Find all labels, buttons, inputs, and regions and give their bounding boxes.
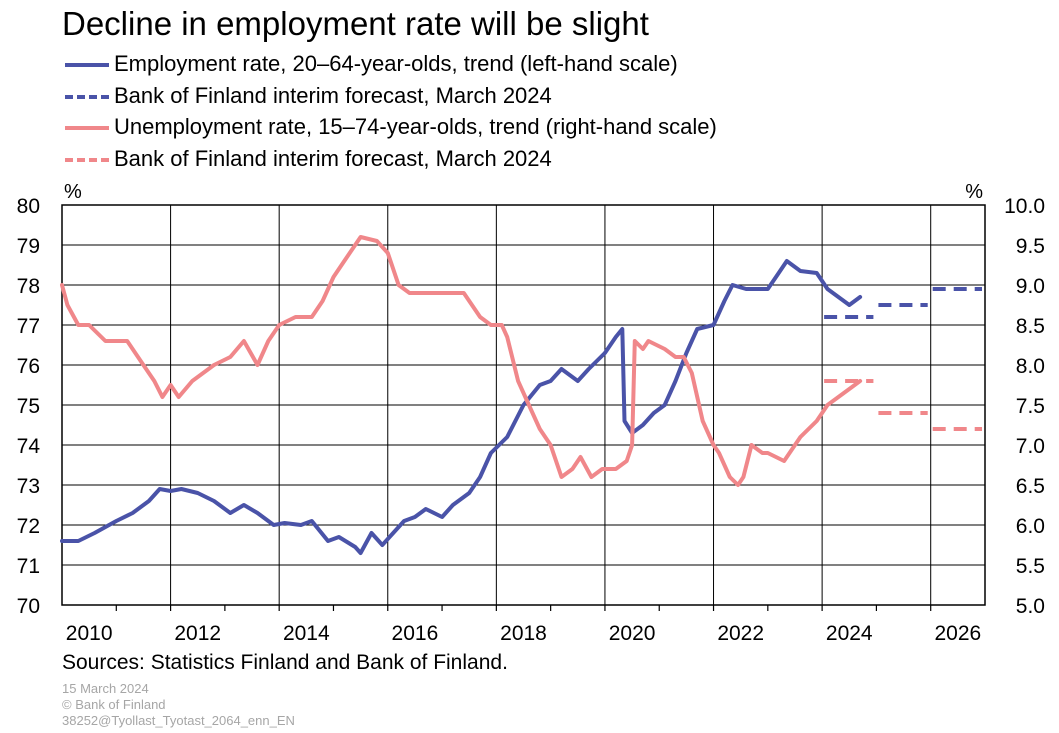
left-axis-tick-label: 77 bbox=[17, 315, 40, 338]
right-axis-tick-label: 6.5 bbox=[1016, 475, 1045, 498]
right-axis-tick-label: 10.0 bbox=[1004, 195, 1045, 218]
left-axis-tick-label: 80 bbox=[17, 195, 40, 218]
right-axis-tick-label: 6.0 bbox=[1016, 515, 1045, 538]
x-axis-tick-label: 2020 bbox=[609, 622, 656, 645]
left-axis-tick-label: 71 bbox=[17, 555, 40, 578]
legend-item-employment-forecast: Bank of Finland interim forecast, March … bbox=[62, 80, 717, 112]
x-axis-tick-label: 2022 bbox=[717, 622, 764, 645]
legend-swatch-unemployment-forecast bbox=[65, 157, 109, 162]
legend-label-unemployment-forecast: Bank of Finland interim forecast, March … bbox=[114, 145, 552, 171]
right-axis-tick-label: 8.0 bbox=[1016, 355, 1045, 378]
left-axis-tick-label: 79 bbox=[17, 235, 40, 258]
legend-label-employment: Employment rate, 20–64-year-olds, trend … bbox=[114, 51, 678, 76]
legend: Employment rate, 20–64-year-olds, trend … bbox=[62, 48, 717, 174]
legend-label-employment-forecast: Bank of Finland interim forecast, March … bbox=[114, 82, 552, 108]
chart-code: 38252@Tyollast_Tyotast_2064_enn_EN bbox=[62, 713, 295, 728]
legend-label-unemployment: Unemployment rate, 15–74-year-olds, tren… bbox=[114, 114, 717, 139]
right-axis-tick-label: 7.0 bbox=[1016, 435, 1045, 458]
legend-swatch-employment-forecast bbox=[65, 94, 109, 99]
right-axis-tick-label: 9.5 bbox=[1016, 235, 1045, 258]
copyright: © Bank of Finland bbox=[62, 697, 166, 712]
x-axis-tick-label: 2010 bbox=[66, 622, 113, 645]
sources-note: Sources: Statistics Finland and Bank of … bbox=[62, 651, 508, 674]
left-axis-tick-label: 76 bbox=[17, 355, 40, 378]
x-axis-tick-label: 2016 bbox=[392, 622, 439, 645]
left-axis-tick-label: 74 bbox=[17, 435, 41, 458]
left-axis-unit: % bbox=[64, 181, 82, 203]
right-axis-tick-label: 5.5 bbox=[1016, 555, 1045, 578]
legend-swatch-unemployment bbox=[65, 126, 109, 130]
right-axis-tick-label: 7.5 bbox=[1016, 395, 1045, 418]
unemployment-rate-line bbox=[60, 235, 863, 487]
legend-swatch-employment bbox=[65, 63, 109, 67]
x-axis-tick-label: 2018 bbox=[500, 622, 547, 645]
right-axis-tick-label: 5.0 bbox=[1016, 595, 1045, 618]
x-axis-tick-label: 2024 bbox=[826, 622, 873, 645]
x-axis-tick-label: 2014 bbox=[283, 622, 330, 645]
left-axis-tick-label: 70 bbox=[17, 595, 40, 618]
line-chart: 70 71 72 73 74 75 76 77 78 79 80 5.0 5.5 6.0 6.5 7.0 7.5… bbox=[17, 181, 1045, 645]
left-axis-tick-label: 73 bbox=[17, 475, 40, 498]
right-axis-tick-label: 9.0 bbox=[1016, 275, 1045, 298]
plot-frame bbox=[61, 204, 986, 606]
right-axis-unit: % bbox=[965, 181, 983, 203]
chart-title: Decline in employment rate will be sligh… bbox=[62, 5, 649, 42]
metadata: 15 March 2024 © Bank of Finland 38252@Ty… bbox=[62, 681, 295, 729]
left-axis-tick-label: 72 bbox=[17, 515, 40, 538]
x-axis-tick-label: 2012 bbox=[174, 622, 221, 645]
legend-item-unemployment: Unemployment rate, 15–74-year-olds, tren… bbox=[62, 111, 717, 143]
publication-date: 15 March 2024 bbox=[62, 681, 149, 696]
legend-item-unemployment-forecast: Bank of Finland interim forecast, March … bbox=[62, 143, 717, 175]
legend-item-employment: Employment rate, 20–64-year-olds, trend … bbox=[62, 48, 717, 80]
x-axis-tick-label: 2026 bbox=[934, 622, 981, 645]
left-axis-tick-label: 75 bbox=[17, 395, 40, 418]
right-axis-tick-label: 8.5 bbox=[1016, 315, 1045, 338]
left-axis-tick-label: 78 bbox=[17, 275, 40, 298]
employment-rate-line bbox=[60, 259, 863, 555]
